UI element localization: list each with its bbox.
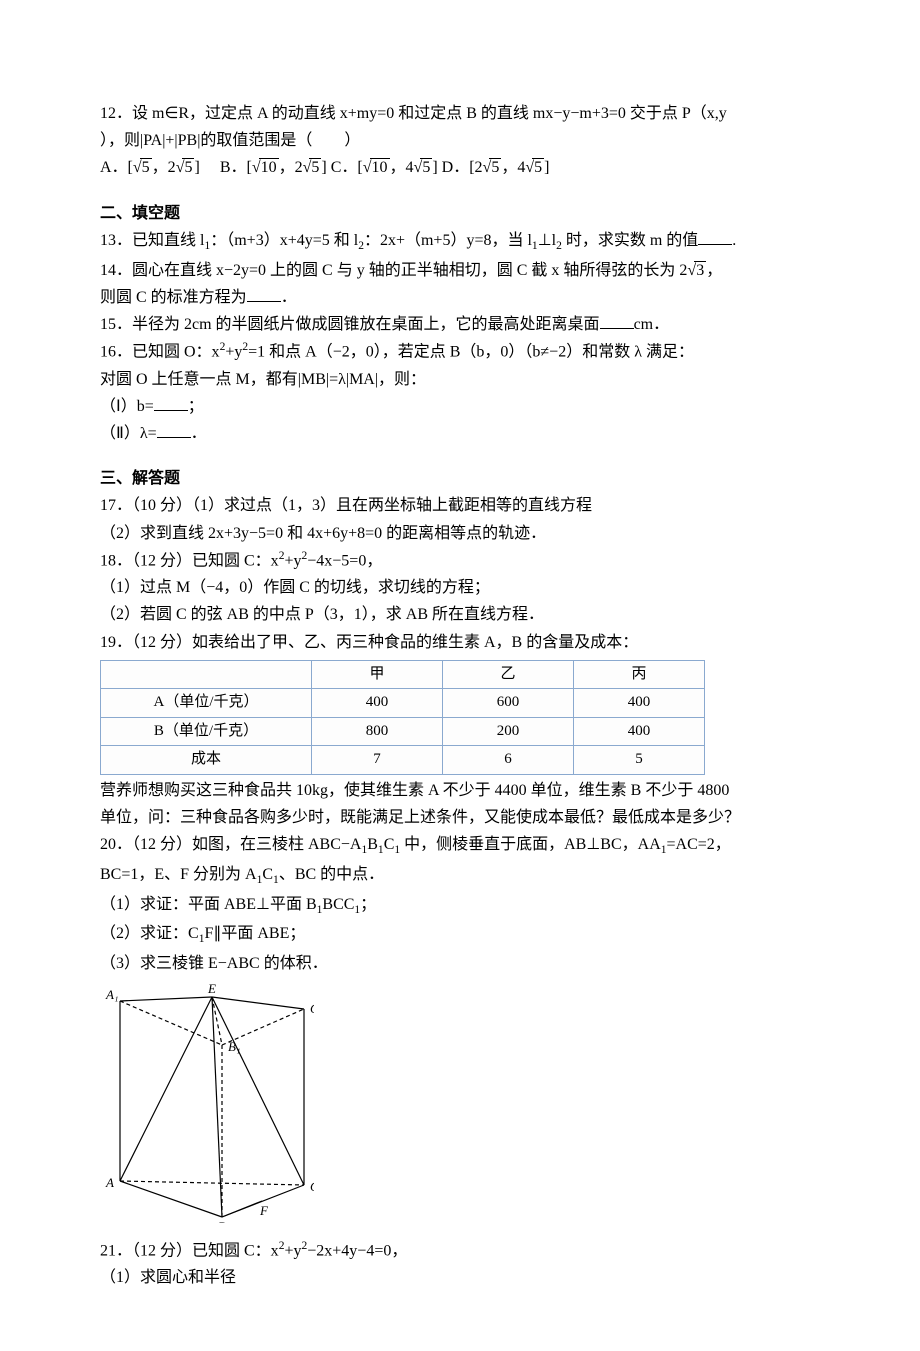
svg-text:A₁: A₁	[105, 987, 118, 1002]
svg-text:C₁: C₁	[310, 1001, 314, 1016]
q18-line2: （1）过点 M（−4，0）作圆 C 的切线，求切线的方程；	[100, 574, 820, 601]
table-cell: 400	[574, 689, 705, 718]
q18-line3: （2）若圆 C 的弦 AB 的中点 P（3，1），求 AB 所在直线方程．	[100, 601, 820, 628]
q20-part2: （2）求证：C1F∥平面 ABE；	[100, 920, 820, 950]
table-row: B（单位/千克） 800 200 400	[101, 717, 705, 746]
blank	[154, 395, 188, 410]
q17-line1: 17．（10 分）（1）求过点（1，3）且在两坐标轴上截距相等的直线方程	[100, 492, 820, 519]
q12-optA: A．[√5，2√5]	[100, 159, 220, 176]
table-cell: 6	[443, 746, 574, 775]
q16-line2: 对圆 O 上任意一点 M，都有|MB|=λ|MA|，则：	[100, 366, 820, 393]
svg-text:F: F	[259, 1203, 269, 1218]
q12-line1: 12．设 m∈R，过定点 A 的动直线 x+my=0 和过定点 B 的直线 mx…	[100, 100, 820, 127]
table-cell	[101, 660, 312, 689]
q14-line2: 则圆 C 的标准方程为．	[100, 284, 820, 311]
q21-line2: （1）求圆心和半径	[100, 1264, 820, 1291]
q19-table: 甲 乙 丙 A（单位/千克） 400 600 400 B（单位/千克） 800 …	[100, 660, 705, 775]
q20-line1: 20．（12 分）如图，在三棱柱 ABC−A1B1C1 中，侧棱垂直于底面，AB…	[100, 831, 820, 861]
blank	[247, 286, 281, 301]
q17-line2: （2）求到直线 2x+3y−5=0 和 4x+6y+8=0 的距离相等点的轨迹．	[100, 520, 820, 547]
q20-part1: （1）求证：平面 ABE⊥平面 B1BCC1；	[100, 891, 820, 921]
table-cell: 成本	[101, 746, 312, 775]
q20-figure: A₁ E C₁ B₁ A C B F	[104, 983, 820, 1232]
q20-part3: （3）求三棱锥 E−ABC 的体积．	[100, 950, 820, 977]
q12-optC: C．[√10，4√5]	[331, 159, 442, 176]
table-row: A（单位/千克） 400 600 400	[101, 689, 705, 718]
q14-line1: 14．圆心在直线 x−2y=0 上的圆 C 与 y 轴的正半轴相切，圆 C 截 …	[100, 257, 820, 284]
q19-after1: 营养师想购买这三种食品共 10kg，使其维生素 A 不少于 4400 单位，维生…	[100, 777, 820, 804]
table-cell: 7	[312, 746, 443, 775]
q18-line1: 18．（12 分）已知圆 C：x2+y2−4x−5=0，	[100, 547, 820, 575]
q13: 13．已知直线 l1：（m+3）x+4y=5 和 l2：2x+（m+5）y=8，…	[100, 227, 820, 257]
table-cell: B（单位/千克）	[101, 717, 312, 746]
section-2-heading: 二、填空题	[100, 200, 820, 227]
blank	[600, 313, 634, 328]
table-cell: 乙	[443, 660, 574, 689]
prism-diagram: A₁ E C₁ B₁ A C B F	[104, 983, 314, 1223]
svg-text:B: B	[218, 1219, 226, 1223]
svg-text:B₁: B₁	[228, 1039, 240, 1054]
q21-line1: 21．（12 分）已知圆 C：x2+y2−2x+4y−4=0，	[100, 1237, 820, 1265]
table-cell: 甲	[312, 660, 443, 689]
table-row: 成本 7 6 5	[101, 746, 705, 775]
q20-line2: BC=1，E、F 分别为 A1C1、BC 的中点．	[100, 861, 820, 891]
q16-line1: 16．已知圆 O：x2+y2=1 和点 A（−2，0），若定点 B（b，0）（b…	[100, 338, 820, 366]
table-cell: 400	[574, 717, 705, 746]
table-cell: 600	[443, 689, 574, 718]
table-cell: 200	[443, 717, 574, 746]
table-row: 甲 乙 丙	[101, 660, 705, 689]
q12-optD: D．[2√5，4√5]	[442, 159, 550, 176]
table-cell: 5	[574, 746, 705, 775]
q19-after2: 单位，问：三种食品各购多少时，既能满足上述条件，又能使成本最低？最低成本是多少？	[100, 804, 820, 831]
section-3-heading: 三、解答题	[100, 465, 820, 492]
q16-part1: （Ⅰ）b=；	[100, 393, 820, 420]
q12-line2: ），则|PA|+|PB|的取值范围是（ ）	[100, 127, 820, 154]
table-cell: A（单位/千克）	[101, 689, 312, 718]
table-cell: 400	[312, 689, 443, 718]
q19-intro: 19．（12 分）如表给出了甲、乙、丙三种食品的维生素 A，B 的含量及成本：	[100, 629, 820, 656]
table-cell: 丙	[574, 660, 705, 689]
svg-text:A: A	[105, 1175, 114, 1190]
svg-text:E: E	[207, 983, 216, 996]
q12-options: A．[√5，2√5] B．[√10，2√5] C．[√10，4√5] D．[2√…	[100, 154, 820, 181]
q12-optB: B．[√10，2√5]	[220, 159, 331, 176]
blank	[157, 423, 191, 438]
table-cell: 800	[312, 717, 443, 746]
blank	[698, 229, 732, 244]
q16-part2: （Ⅱ）λ=．	[100, 420, 820, 447]
svg-text:C: C	[310, 1179, 314, 1194]
q15: 15．半径为 2cm 的半圆纸片做成圆锥放在桌面上，它的最高处距离桌面cm．	[100, 311, 820, 338]
